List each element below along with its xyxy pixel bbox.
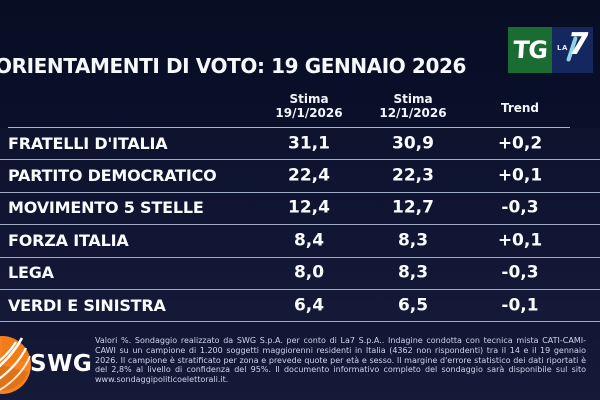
trend-value: +0,2 (497, 133, 543, 154)
table-row: LEGA 8,0 8,3 -0,3 (0, 258, 600, 290)
stima-previous-value: 8,3 (397, 230, 429, 251)
party-name: FRATELLI D'ITALIA (8, 133, 168, 153)
column-header-line1: Stima (393, 92, 433, 106)
column-header-line2: 19/1/2026 (275, 106, 343, 121)
stima-previous-value: 8,3 (397, 262, 429, 283)
trend-value: +0,1 (497, 165, 543, 186)
column-header-line1: Trend (500, 101, 540, 115)
trend-value: -0,3 (501, 198, 539, 219)
trend-value: +0,1 (497, 230, 543, 251)
stima-previous-value: 30,9 (392, 133, 434, 154)
party-name: VERDI E SINISTRA (8, 295, 166, 315)
stima-current-value: 12,4 (288, 198, 330, 219)
party-name: MOVIMENTO 5 STELLE (8, 198, 204, 218)
party-name: PARTITO DEMOCRATICO (8, 166, 217, 186)
stima-current-value: 22,4 (288, 165, 330, 186)
stima-current-value: 6,4 (293, 295, 325, 316)
column-header-trend: Trend (460, 101, 580, 115)
stima-previous-value: 12,7 (392, 198, 434, 219)
swg-logo-text: SWG (30, 351, 93, 377)
party-name: LEGA (8, 263, 54, 283)
stima-previous-value: 6,5 (397, 295, 429, 316)
trend-value: -0,1 (501, 295, 539, 316)
column-header-stima-current: Stima 19/1/2026 (249, 92, 369, 121)
header-divider (8, 127, 570, 128)
table-row: VERDI E SINISTRA 6,4 6,5 -0,1 (0, 290, 600, 323)
trend-value: -0,3 (501, 262, 539, 283)
stima-current-value: 8,0 (293, 262, 325, 283)
table-row: FRATELLI D'ITALIA 31,1 30,9 +0,2 (0, 128, 600, 161)
table-row: FORZA ITALIA 8,4 8,3 +0,1 (0, 225, 600, 258)
column-header-stima-previous: Stima 12/1/2026 (353, 92, 473, 121)
tg-logo-text: TG (511, 36, 549, 64)
methodology-disclaimer: Valori %. Sondaggio realizzato da SWG S.… (95, 336, 586, 384)
table-row: MOVIMENTO 5 STELLE 12,4 12,7 -0,3 (0, 193, 600, 226)
la7-logo-seven-text: 7 (565, 27, 592, 62)
party-name: FORZA ITALIA (8, 230, 129, 250)
table-row: PARTITO DEMOCRATICO 22,4 22,3 +0,1 (0, 160, 600, 193)
swg-globe-icon (0, 336, 31, 394)
la7-logo-la-text: LA (557, 44, 568, 52)
poll-table: FRATELLI D'ITALIA 31,1 30,9 +0,2 PARTITO… (0, 128, 600, 323)
la7-logo-icon: LA 7 (552, 27, 593, 73)
stima-previous-value: 22,3 (392, 165, 434, 186)
stima-current-value: 31,1 (288, 133, 330, 154)
page-title: ORIENTAMENTI DI VOTO: 19 GENNAIO 2026 (0, 54, 467, 78)
column-header-line1: Stima (289, 92, 329, 106)
stima-current-value: 8,4 (293, 230, 325, 251)
tg-logo-icon: TG (508, 27, 552, 73)
column-header-line2: 12/1/2026 (379, 106, 447, 121)
tg-la7-logo: TG LA 7 (508, 27, 593, 73)
